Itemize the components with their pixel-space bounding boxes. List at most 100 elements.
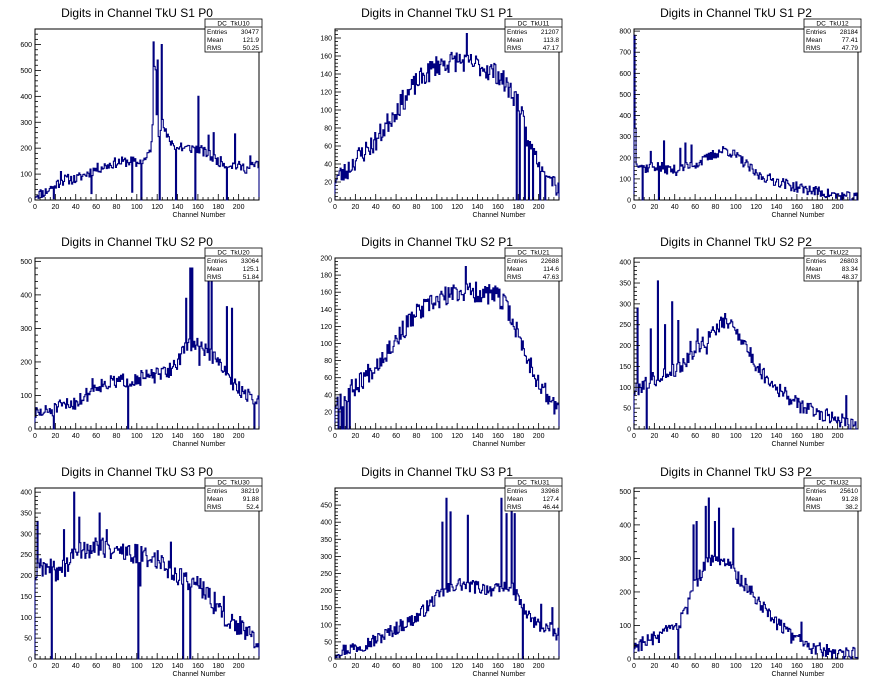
y-tick-label: 50 xyxy=(24,636,32,643)
stats-label: Mean xyxy=(806,37,823,44)
plot-frame xyxy=(34,487,260,660)
x-tick-label: 0 xyxy=(333,663,337,670)
y-tick-label: 200 xyxy=(619,589,631,596)
x-tick-label: 40 xyxy=(671,663,679,670)
x-tick-label: 180 xyxy=(811,433,823,440)
stats-value: 21207 xyxy=(541,29,559,36)
y-tick-label: 200 xyxy=(20,359,32,366)
stats-label: Entries xyxy=(207,488,228,495)
x-tick-label: 0 xyxy=(632,433,636,440)
stats-value: 47.63 xyxy=(543,274,560,281)
panel-title: Digits in Channel TkU S2 P2 xyxy=(660,235,812,249)
y-tick-label: 300 xyxy=(20,531,32,538)
y-tick-label: 200 xyxy=(20,146,32,153)
x-tick-label: 60 xyxy=(392,204,400,211)
y-tick-label: 350 xyxy=(320,537,332,544)
y-tick-label: 250 xyxy=(619,322,631,329)
x-tick-label: 40 xyxy=(72,204,80,211)
histogram-panel-4: Digits in Channel TkU S2 P0 0 20 40 60 80 100 1… xyxy=(20,235,263,448)
stats-value: 30477 xyxy=(241,29,259,36)
x-tick-label: 100 xyxy=(730,433,742,440)
x-tick-label: 120 xyxy=(451,663,463,670)
x-tick-label: 0 xyxy=(33,433,37,440)
x-tick-label: 100 xyxy=(730,204,742,211)
x-tick-label: 60 xyxy=(92,433,100,440)
y-tick-label: 500 xyxy=(20,259,32,266)
stats-value: 38219 xyxy=(241,488,259,495)
y-tick-label: 20 xyxy=(324,180,332,187)
x-tick-label: 100 xyxy=(131,204,143,211)
stats-label: Mean xyxy=(507,266,524,273)
y-tick-label: 200 xyxy=(320,256,332,263)
y-tick-label: 100 xyxy=(619,176,631,183)
stats-value: 47.17 xyxy=(543,45,560,52)
plot-frame xyxy=(34,257,260,430)
x-tick-label: 160 xyxy=(192,433,204,440)
x-tick-label: 160 xyxy=(791,433,803,440)
y-tick-label: 200 xyxy=(619,343,631,350)
x-axis-label: Channel Number xyxy=(473,212,527,219)
stats-value: 127.4 xyxy=(543,496,560,503)
y-tick-label: 600 xyxy=(20,42,32,49)
x-tick-label: 140 xyxy=(172,433,184,440)
x-tick-label: 180 xyxy=(512,433,524,440)
y-tick-label: 500 xyxy=(619,489,631,496)
y-tick-label: 140 xyxy=(320,72,332,79)
stats-value: 121.9 xyxy=(243,37,260,44)
stats-name: DC_TkU31 xyxy=(517,480,550,487)
stats-value: 38.2 xyxy=(845,504,858,511)
stats-label: RMS xyxy=(507,45,522,52)
y-tick-label: 0 xyxy=(627,657,631,664)
stats-value: 77.41 xyxy=(842,37,859,44)
stats-label: RMS xyxy=(507,274,522,281)
x-tick-label: 60 xyxy=(392,433,400,440)
plot-frame xyxy=(334,257,560,430)
x-axis-label: Channel Number xyxy=(772,441,826,448)
y-tick-label: 100 xyxy=(320,341,332,348)
histogram-series xyxy=(334,266,560,430)
plot-frame xyxy=(633,487,859,660)
x-tick-label: 0 xyxy=(333,204,337,211)
x-tick-label: 80 xyxy=(413,433,421,440)
x-tick-label: 180 xyxy=(811,204,823,211)
x-tick-label: 100 xyxy=(431,433,443,440)
stats-label: RMS xyxy=(507,504,522,511)
x-axis-label: Channel Number xyxy=(173,671,227,678)
stats-label: Mean xyxy=(207,266,224,273)
stats-value: 113.8 xyxy=(543,37,559,44)
y-tick-label: 400 xyxy=(619,522,631,529)
y-tick-label: 0 xyxy=(28,427,32,434)
y-tick-label: 700 xyxy=(619,50,631,57)
x-tick-label: 60 xyxy=(691,204,699,211)
y-tick-label: 400 xyxy=(320,520,332,527)
y-tick-label: 100 xyxy=(20,393,32,400)
y-tick-label: 0 xyxy=(627,198,631,205)
x-axis-label: Channel Number xyxy=(473,671,527,678)
x-tick-label: 120 xyxy=(451,433,463,440)
x-tick-label: 20 xyxy=(650,433,658,440)
panel-title: Digits in Channel TkU S2 P0 xyxy=(61,235,213,249)
stats-value: 28184 xyxy=(840,29,858,36)
histogram-panel-1: Digits in Channel TkU S1 P0 0 20 40 60 80 100 1… xyxy=(20,6,263,219)
histogram-series xyxy=(633,497,859,660)
x-tick-label: 20 xyxy=(351,204,359,211)
y-tick-label: 180 xyxy=(320,273,332,280)
x-tick-label: 200 xyxy=(533,663,545,670)
y-tick-label: 300 xyxy=(20,326,32,333)
x-tick-label: 160 xyxy=(192,204,204,211)
y-tick-label: 500 xyxy=(619,92,631,99)
stats-value: 52.4 xyxy=(246,504,259,511)
y-tick-label: 400 xyxy=(619,113,631,120)
histogram-panel-7: Digits in Channel TkU S3 P0 0 20 40 60 80 100 1… xyxy=(20,465,263,678)
y-tick-label: 0 xyxy=(328,198,332,205)
stats-value: 33968 xyxy=(541,488,559,495)
stats-label: Entries xyxy=(806,29,827,36)
x-tick-label: 20 xyxy=(351,433,359,440)
x-tick-label: 20 xyxy=(51,663,59,670)
stats-label: Entries xyxy=(806,488,827,495)
stats-value: 91.88 xyxy=(243,496,260,503)
